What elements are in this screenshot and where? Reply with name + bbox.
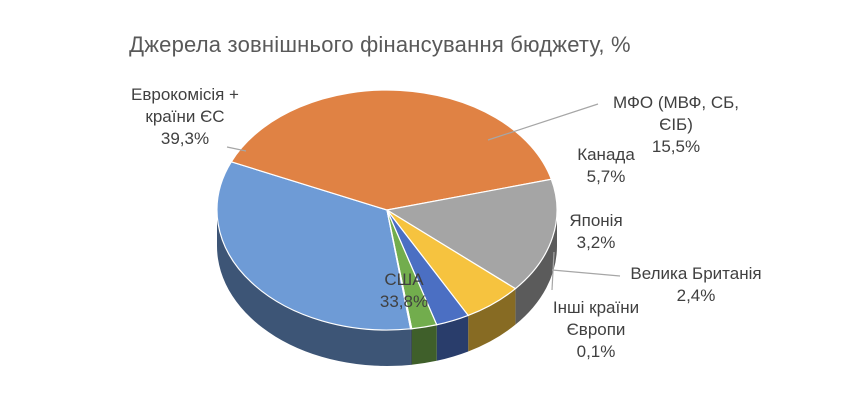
data-labels: США 33,8% Еврокомісія + країни ЄС 39,3% МФО (… bbox=[131, 85, 762, 361]
pie-slice-інші-країни-європи bbox=[386, 209, 413, 330]
pie-side-канада bbox=[468, 288, 516, 352]
pie-slice-мфо-мвф-сб-єіб bbox=[385, 178, 558, 290]
data-label-велика-британія: Велика Британія 2,4% bbox=[630, 264, 761, 305]
pie-side-сша bbox=[217, 210, 411, 366]
leader-line-інші-країни-європи bbox=[551, 251, 555, 291]
pie-side-інші-країни-європи bbox=[410, 328, 412, 365]
pie-side-японія bbox=[436, 315, 469, 361]
data-label-value: 33,8% bbox=[380, 292, 428, 311]
pie-side-велика-британія bbox=[411, 324, 437, 365]
data-label-line: країни ЄС bbox=[145, 107, 224, 126]
data-label-value: 15,5% bbox=[652, 137, 700, 156]
pie-slice-еврокомісія-країни-єс bbox=[230, 89, 553, 211]
data-label-line: США bbox=[384, 270, 424, 289]
pie-side-мфо-мвф-сб-єіб bbox=[515, 210, 557, 325]
data-label-мфо-мвф-сб-єіб: МФО (МВФ, СБ, ЄІБ) 15,5% bbox=[613, 93, 739, 156]
data-label-line: Японія bbox=[569, 211, 622, 230]
data-label-line: ЄІБ) bbox=[659, 115, 693, 134]
data-label-інші-країни-європи: Інші країни Європи 0,1% bbox=[553, 298, 639, 361]
data-label-line: Велика Британія bbox=[630, 264, 761, 283]
pie-slices bbox=[216, 89, 558, 331]
data-label-line: Європи bbox=[567, 320, 626, 339]
data-label-value: 0,1% bbox=[577, 342, 616, 361]
data-label-value: 2,4% bbox=[677, 286, 716, 305]
chart-title: Джерела зовнішнього фінансування бюджету… bbox=[129, 32, 631, 57]
data-label-line: МФО (МВФ, СБ, bbox=[613, 93, 739, 112]
pie-slice-сша bbox=[216, 161, 412, 331]
pie-sides bbox=[217, 210, 557, 366]
data-label-еврокомісія-країни-єс: Еврокомісія + країни ЄС 39,3% bbox=[131, 85, 239, 148]
data-label-value: 3,2% bbox=[577, 233, 616, 252]
data-label-японія: Японія 3,2% bbox=[569, 211, 622, 252]
leader-line-велика-британія bbox=[551, 269, 621, 277]
data-label-value: 39,3% bbox=[161, 129, 209, 148]
data-label-line: Канада bbox=[577, 145, 635, 164]
leader-line-мфо-мвф-сб-єіб bbox=[487, 103, 599, 141]
leader-lines bbox=[226, 103, 621, 291]
data-label-value: 5,7% bbox=[587, 167, 626, 186]
data-label-канада: Канада 5,7% bbox=[577, 145, 635, 186]
leader-line-еврокомісія-країни-єс bbox=[226, 146, 247, 152]
data-label-line: Еврокомісія + bbox=[131, 85, 239, 104]
data-label-line: Інші країни bbox=[553, 298, 639, 317]
data-label-сша: США 33,8% bbox=[380, 270, 428, 311]
